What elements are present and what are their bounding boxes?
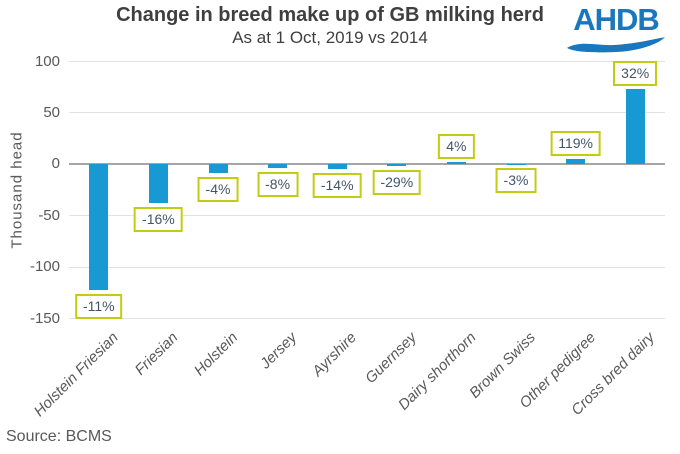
bar-label-holstein: -4% [197,176,239,202]
chart-header: Change in breed make up of GB milking he… [40,4,620,48]
bar-label-brown-swiss: -3% [495,168,537,194]
bar-cross-bred-dairy [625,88,645,164]
bar-holstein [208,163,228,173]
bar-label-ayrshire: -14% [312,172,362,198]
category-label-ayrshire: Ayrshire [309,329,361,380]
ahdb-logo: AHDB [567,4,665,53]
gridline--150 [69,318,665,319]
y-tick-100: 100 [34,52,60,70]
bar-dairy-shorthorn [446,161,466,164]
gridline--50 [69,215,665,217]
bar-label-holstein-friesian: -11% [74,294,123,320]
x-axis-line [69,162,665,165]
ahdb-wave-icon [567,37,665,53]
category-label-jersey: Jersey [257,329,301,373]
gridline-50 [69,112,665,114]
bar-label-friesian: -16% [134,206,183,232]
source-note: Source: BCMS [6,428,112,445]
bar-label-jersey: -8% [257,171,299,197]
y-tick--150: -150 [29,309,60,327]
category-label-holstein: Holstein [190,329,242,380]
y-tick--100: -100 [29,258,60,276]
category-label-holstein-friesian: Holstein Friesian [30,329,122,421]
bar-holstein-friesian [89,163,109,291]
bar-jersey [268,163,288,168]
category-label-guernsey: Guernsey [361,329,420,388]
category-label-friesian: Friesian [131,329,182,379]
y-tick--50: -50 [38,206,60,224]
chart-subtitle: As at 1 Oct, 2019 vs 2014 [232,28,428,47]
ahdb-logo-text: AHDB [573,2,660,37]
bar-friesian [148,163,168,203]
gridline-100 [69,61,665,62]
bar-brown-swiss [506,163,526,165]
y-tick-0: 0 [51,155,60,173]
chart-title: Change in breed make up of GB milking he… [116,4,544,26]
bar-other-pedigree [566,158,586,164]
bar-guernsey [387,163,407,166]
bar-ayrshire [327,163,347,169]
bar-label-cross-bred-dairy: 32% [613,60,658,86]
bar-label-guernsey: -29% [372,169,422,195]
y-tick-50: 50 [43,103,60,121]
bar-label-other-pedigree: 119% [550,130,601,156]
bar-label-dairy-shorthorn: 4% [438,133,475,159]
gridline--100 [69,266,665,268]
